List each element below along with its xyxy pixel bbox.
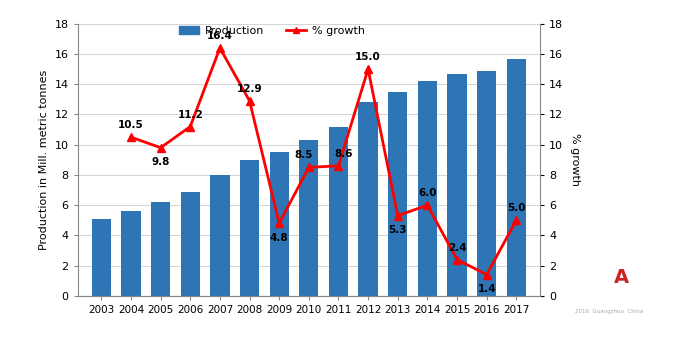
Y-axis label: % growth: % growth: [570, 133, 580, 186]
Bar: [92, 219, 111, 296]
Text: 2016  Guangzhou  China: 2016 Guangzhou China: [575, 309, 643, 313]
Legend: Production, % growth: Production, % growth: [175, 21, 369, 40]
Text: 2.4: 2.4: [448, 242, 466, 253]
Text: 1.4: 1.4: [477, 284, 496, 294]
Text: 12.9: 12.9: [237, 84, 263, 94]
Bar: [418, 81, 437, 296]
Text: 16.4: 16.4: [207, 31, 233, 41]
Text: A: A: [614, 268, 628, 287]
Text: 8.6: 8.6: [335, 149, 353, 159]
Bar: [358, 102, 378, 296]
Bar: [477, 71, 496, 296]
Bar: [210, 175, 230, 296]
Bar: [181, 191, 200, 296]
Text: 10.5: 10.5: [118, 120, 144, 130]
Text: 8.5: 8.5: [294, 150, 313, 160]
Text: 6.0: 6.0: [418, 188, 437, 198]
Bar: [240, 160, 259, 296]
Bar: [122, 211, 140, 296]
Bar: [388, 92, 408, 296]
Text: 4.8: 4.8: [270, 233, 288, 243]
Text: 9.8: 9.8: [151, 157, 170, 167]
Bar: [299, 140, 319, 296]
Text: O: O: [585, 268, 602, 287]
Text: L: L: [641, 268, 653, 287]
Text: 15.0: 15.0: [355, 52, 381, 62]
Bar: [329, 126, 348, 296]
Bar: [448, 74, 466, 296]
Bar: [269, 152, 289, 296]
Bar: [151, 202, 170, 296]
Y-axis label: Production in Mill. metric tonnes: Production in Mill. metric tonnes: [39, 70, 49, 250]
Text: 5.3: 5.3: [389, 225, 407, 235]
Bar: [507, 58, 526, 296]
Text: 11.2: 11.2: [178, 109, 203, 120]
Text: 5.0: 5.0: [507, 203, 526, 213]
Text: G: G: [560, 268, 576, 287]
